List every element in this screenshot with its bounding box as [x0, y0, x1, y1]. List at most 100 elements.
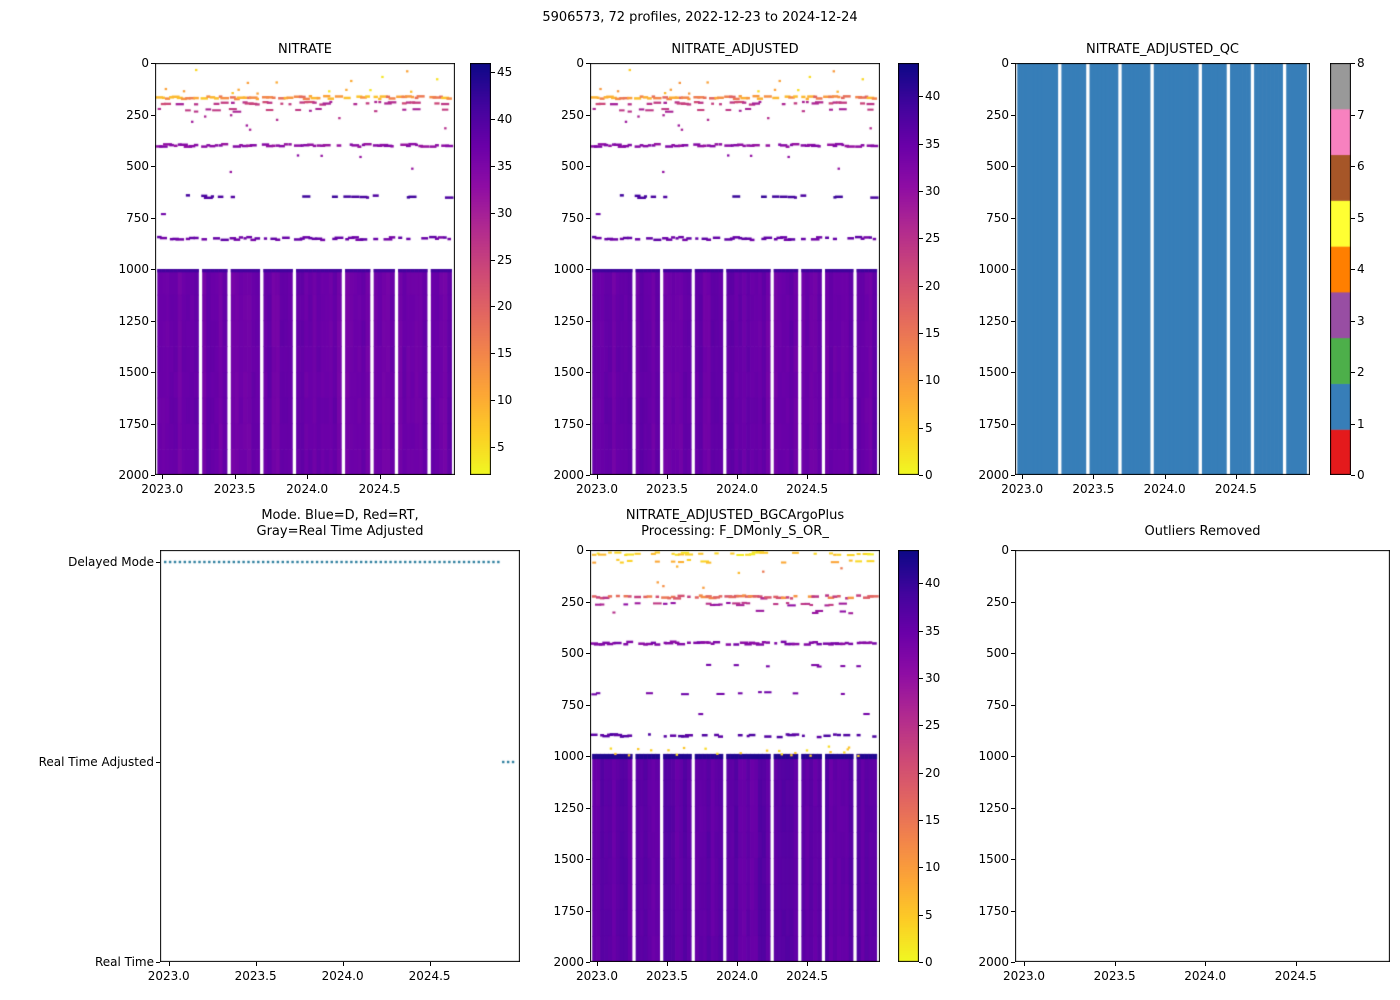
tick-mark [807, 962, 808, 966]
y-tick-label: 1750 [118, 416, 149, 431]
tick-mark [586, 653, 590, 654]
colorbar-tick-label: 40 [497, 112, 513, 127]
tick-mark [1011, 859, 1015, 860]
tick-mark [430, 962, 431, 966]
tick-mark [586, 63, 590, 64]
tick-mark [919, 962, 923, 963]
y-tick-label: 500 [986, 159, 1009, 173]
panel-title-mode: Mode. Blue=D, Red=RT, Gray=Real Time Adj… [256, 508, 424, 539]
tick-mark [151, 372, 155, 373]
tick-mark [1115, 962, 1116, 966]
tick-mark [151, 115, 155, 116]
tick-mark [586, 705, 590, 706]
tick-mark [586, 218, 590, 219]
tick-mark [1296, 962, 1297, 966]
bgcargoplus-heatmap-canvas [590, 550, 880, 962]
colorbar-tick-label: 35 [925, 136, 941, 151]
y-tick-label: 1500 [553, 365, 584, 379]
colorbar-tick-label: 6 [1357, 159, 1365, 173]
x-tick-label: 2024.0 [321, 969, 364, 983]
tick-mark [586, 550, 590, 551]
panel-title-nitrate: NITRATE [277, 42, 333, 57]
x-tick-label: 2023.0 [1001, 482, 1044, 496]
panel-title-bgcargoplus: NITRATE_ADJUSTED_BGCArgoPlus Processing:… [625, 508, 845, 539]
tick-mark [919, 144, 923, 145]
mode-category-label: Delayed Mode [68, 555, 154, 569]
panel-title-nitrate-adjusted: NITRATE_ADJUSTED [671, 42, 799, 57]
colorbar-tick-label: 15 [497, 346, 513, 361]
x-tick-label: 2023.0 [1003, 969, 1046, 983]
y-tick-label: 1000 [553, 262, 584, 276]
tick-mark [1351, 269, 1355, 270]
y-tick-label: 500 [561, 159, 584, 173]
mode-category-label: Real Time Adjusted [38, 755, 154, 769]
bgcargoplus-colorbar-canvas [898, 550, 919, 962]
x-tick-label: 2023.0 [147, 969, 190, 983]
y-tick-label: 1250 [118, 313, 149, 328]
outliers-plot-canvas [1015, 550, 1390, 962]
tick-mark [586, 115, 590, 116]
x-tick-label: 2023.5 [213, 482, 256, 496]
y-tick-label: 750 [561, 210, 584, 225]
tick-mark [919, 428, 923, 429]
y-tick-label: 0 [576, 543, 584, 557]
y-tick-label: 250 [126, 107, 149, 122]
tick-mark [1011, 166, 1015, 167]
tick-mark [1351, 63, 1355, 64]
colorbar-tick-label: 0 [925, 468, 933, 482]
colorbar-tick-label: 10 [497, 393, 513, 408]
tick-mark [151, 321, 155, 322]
tick-mark [919, 820, 923, 821]
x-tick-label: 2024.5 [786, 482, 829, 496]
colorbar-tick-label: 8 [1357, 56, 1365, 70]
tick-mark [491, 72, 495, 73]
y-tick-label: 500 [986, 646, 1009, 660]
tick-mark [919, 286, 923, 287]
y-tick-label: 1500 [978, 852, 1009, 866]
tick-mark [919, 915, 923, 916]
tick-mark [586, 911, 590, 912]
tick-mark [235, 475, 236, 479]
x-tick-label: 2023.0 [141, 482, 184, 496]
x-tick-label: 2024.0 [716, 969, 759, 983]
y-tick-label: 1500 [118, 365, 149, 379]
y-tick-label: 500 [561, 646, 584, 660]
y-tick-label: 250 [561, 594, 584, 609]
nitrate-heatmap-canvas [155, 63, 455, 475]
y-tick-label: 0 [1001, 56, 1009, 70]
tick-mark [919, 867, 923, 868]
tick-mark [737, 475, 738, 479]
colorbar-tick-label: 25 [925, 231, 941, 246]
y-tick-label: 1250 [978, 800, 1009, 815]
tick-mark [1011, 269, 1015, 270]
tick-mark [491, 166, 495, 167]
colorbar-tick-label: 0 [1357, 468, 1365, 482]
nitrate-colorbar-canvas [470, 63, 491, 475]
colorbar-tick-label: 25 [497, 252, 513, 267]
y-tick-label: 0 [576, 56, 584, 70]
y-tick-label: 2000 [978, 468, 1009, 482]
tick-mark [586, 166, 590, 167]
y-tick-label: 2000 [553, 468, 584, 482]
y-tick-label: 0 [1001, 543, 1009, 557]
colorbar-tick-label: 25 [925, 718, 941, 733]
colorbar-tick-label: 5 [1357, 210, 1365, 225]
colorbar-tick-label: 2 [1357, 365, 1365, 379]
y-tick-label: 1750 [553, 416, 584, 431]
tick-mark [491, 353, 495, 354]
colorbar-tick-label: 40 [925, 89, 941, 104]
y-tick-label: 1000 [978, 749, 1009, 763]
tick-mark [1011, 321, 1015, 322]
figure-title: 5906573, 72 profiles, 2022-12-23 to 2024… [542, 10, 858, 25]
tick-mark [1011, 63, 1015, 64]
tick-mark [1011, 911, 1015, 912]
qc-colorbar-canvas [1330, 63, 1351, 475]
y-tick-label: 750 [126, 210, 149, 225]
colorbar-tick-label: 7 [1357, 107, 1365, 122]
y-tick-label: 750 [986, 697, 1009, 712]
y-tick-label: 1000 [553, 749, 584, 763]
y-tick-label: 250 [561, 107, 584, 122]
tick-mark [1351, 115, 1355, 116]
tick-mark [1351, 475, 1355, 476]
